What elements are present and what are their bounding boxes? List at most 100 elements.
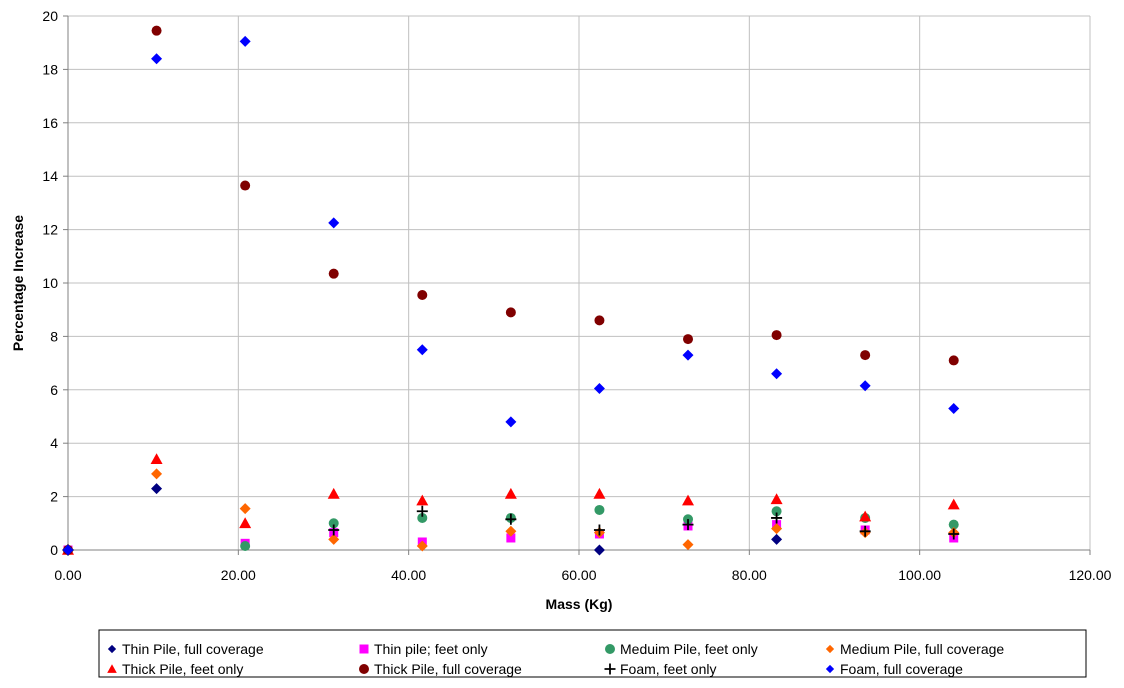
data-point	[505, 416, 517, 428]
data-point	[504, 487, 517, 499]
legend-marker	[359, 644, 369, 654]
y-tick-label: 2	[50, 489, 58, 505]
data-points	[62, 25, 960, 556]
data-point	[593, 487, 606, 499]
x-tick-label: 80.00	[732, 567, 767, 583]
x-tick-label: 120.00	[1069, 567, 1112, 583]
legend-marker	[604, 663, 616, 675]
data-point	[948, 528, 960, 540]
legend-box	[98, 629, 1087, 678]
y-tick-labels: 0 2 4 6 8 10 12 14 16 18 20	[42, 8, 68, 558]
data-point	[505, 513, 517, 525]
x-tick-label: 0.00	[54, 567, 81, 583]
data-point	[947, 498, 960, 510]
data-point	[860, 350, 871, 361]
data-point	[328, 518, 339, 529]
legend-label: Meduim Pile, feet only	[620, 641, 758, 657]
data-point	[859, 380, 871, 392]
data-point	[151, 53, 163, 65]
legend-marker	[107, 644, 117, 654]
data-point	[683, 334, 694, 345]
legend-marker	[359, 664, 369, 674]
data-point	[771, 523, 783, 535]
data-point	[150, 453, 163, 465]
y-tick-label: 8	[50, 328, 58, 344]
data-point	[771, 533, 783, 545]
legend-item: Foam, full coverage	[825, 661, 963, 677]
data-point	[151, 468, 163, 480]
legend-label: Thick Pile, full coverage	[374, 661, 522, 677]
legend-marker	[605, 644, 615, 654]
legend: Thin Pile, full coverage Thin pile; feet …	[98, 629, 1087, 678]
y-tick-label: 16	[42, 115, 58, 131]
data-point	[506, 533, 516, 543]
y-tick-label: 18	[42, 61, 58, 77]
y-tick-label: 20	[42, 8, 58, 24]
data-point	[771, 368, 783, 380]
y-tick-label: 0	[50, 542, 58, 558]
y-tick-label: 6	[50, 382, 58, 398]
data-point	[328, 217, 340, 229]
data-point	[682, 494, 695, 506]
data-point	[505, 525, 517, 537]
data-point	[594, 315, 605, 326]
y-tick-label: 4	[50, 435, 58, 451]
data-point	[239, 503, 251, 515]
data-point	[328, 533, 340, 545]
data-point	[948, 355, 959, 366]
legend-label: Thin Pile, full coverage	[122, 641, 264, 657]
data-point	[770, 493, 783, 505]
legend-label: Foam, full coverage	[840, 661, 963, 677]
legend-marker	[825, 664, 835, 674]
data-point	[416, 494, 429, 506]
data-point	[593, 382, 605, 394]
data-point	[948, 402, 960, 414]
series-5	[63, 25, 959, 555]
legend-marker	[825, 644, 835, 654]
data-point	[416, 540, 428, 552]
data-point	[239, 517, 252, 529]
data-point	[859, 525, 871, 537]
data-point	[771, 330, 782, 341]
x-axis-title: Mass (Kg)	[546, 596, 613, 612]
y-axis-title: Percentage Increase	[10, 215, 26, 351]
series-1	[63, 520, 959, 555]
legend-label: Thick Pile, feet only	[122, 661, 243, 677]
y-tick-label: 14	[42, 168, 58, 184]
data-point	[328, 268, 339, 279]
data-point	[771, 512, 783, 524]
data-point	[682, 519, 694, 531]
data-point	[505, 307, 516, 318]
data-point	[62, 544, 74, 556]
data-point	[859, 510, 872, 522]
x-tick-label: 60.00	[561, 567, 596, 583]
legend-item: Thick Pile, full coverage	[359, 661, 522, 677]
x-tick-label: 20.00	[221, 567, 256, 583]
legend-item: Thin Pile, full coverage	[107, 641, 264, 657]
gridlines	[67, 15, 1091, 551]
legend-marker	[107, 664, 117, 673]
legend-item: Medium Pile, full coverage	[825, 641, 1004, 657]
data-point	[682, 349, 694, 361]
data-point	[417, 512, 428, 523]
data-point	[328, 524, 340, 536]
data-point	[948, 519, 959, 530]
legend-item: Thin pile; feet only	[359, 641, 488, 657]
legend-item: Meduim Pile, feet only	[605, 641, 758, 657]
data-point	[151, 483, 163, 495]
y-tick-label: 10	[42, 275, 58, 291]
data-point	[416, 344, 428, 356]
series-7	[62, 35, 960, 556]
legend-label: Foam, feet only	[620, 661, 717, 677]
legend-item: Thick Pile, feet only	[107, 661, 243, 677]
data-point	[239, 35, 251, 47]
series-6	[62, 505, 960, 556]
data-point	[594, 504, 605, 515]
x-tick-labels: 0.00 20.00 40.00 60.00 80.00 100.00 120.00	[54, 550, 1112, 583]
x-tick-label: 40.00	[391, 567, 426, 583]
data-point	[416, 505, 428, 517]
data-point	[771, 506, 782, 517]
data-point	[151, 25, 162, 36]
y-tick-label: 12	[42, 222, 58, 238]
